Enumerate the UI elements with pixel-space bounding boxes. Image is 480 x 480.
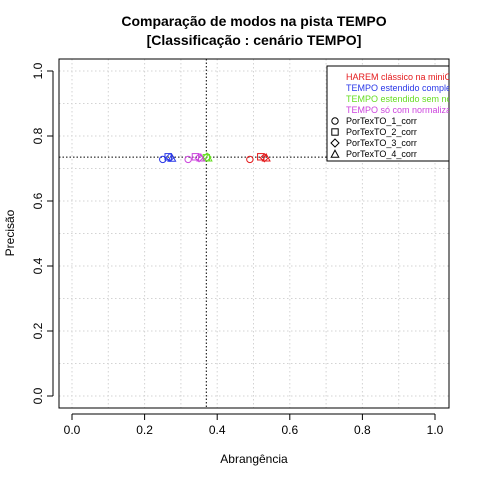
reference-lines bbox=[59, 59, 449, 408]
legend-shape-label: PorTexTO_4_corr bbox=[346, 149, 417, 159]
data-point bbox=[261, 152, 271, 162]
legend-shape-icon bbox=[330, 138, 340, 148]
chart-title-line-1: Comparação de modos na pista TEMPO bbox=[121, 13, 386, 29]
y-axis-label: Precisão bbox=[3, 209, 17, 256]
legend-series-label: TEMPO só com normaliza bbox=[346, 105, 451, 115]
x-tick-label: 0.0 bbox=[64, 423, 81, 437]
data-point bbox=[257, 153, 265, 161]
data-point bbox=[203, 152, 213, 162]
legend-shape-icon bbox=[331, 128, 339, 136]
legend-shape-label: PorTexTO_2_corr bbox=[346, 127, 417, 137]
data-point bbox=[246, 155, 254, 164]
data-point bbox=[191, 153, 200, 161]
y-tick-label: 0.8 bbox=[31, 127, 45, 144]
legend-shape-icon bbox=[330, 149, 340, 158]
x-tick-label: 0.2 bbox=[136, 423, 153, 437]
legend-shape-label: PorTexTO_1_corr bbox=[346, 116, 417, 126]
y-axis: 0.0 0.2 0.4 0.6 0.8 1.0 bbox=[31, 62, 54, 404]
chart-title-line-2: [Classificação : cenário TEMPO] bbox=[147, 32, 362, 48]
x-tick-label: 1.0 bbox=[427, 423, 444, 437]
x-tick-label: 0.6 bbox=[281, 423, 298, 437]
data-point bbox=[184, 155, 192, 164]
grid bbox=[59, 59, 449, 408]
x-axis: 0.0 0.2 0.4 0.6 0.8 1.0 bbox=[64, 413, 444, 437]
legend-shape-label: PorTexTO_3_corr bbox=[346, 138, 417, 148]
data-point bbox=[196, 152, 206, 162]
y-tick-label: 0.2 bbox=[31, 322, 45, 339]
data-point bbox=[167, 153, 177, 162]
x-tick-label: 0.8 bbox=[354, 423, 371, 437]
plot-frame bbox=[58, 58, 450, 409]
data-points bbox=[159, 152, 271, 164]
y-tick-label: 0.0 bbox=[31, 387, 45, 404]
x-tick-label: 0.4 bbox=[209, 423, 226, 437]
legend-box bbox=[326, 65, 450, 162]
legend-series-label: TEMPO estendido comple bbox=[346, 83, 451, 93]
legend-series-label: HAREM clássico na miniC bbox=[346, 72, 452, 82]
legend-series-label: TEMPO estendido sem no bbox=[346, 94, 452, 104]
y-tick-label: 0.6 bbox=[31, 192, 45, 209]
y-tick-label: 0.4 bbox=[31, 257, 45, 274]
x-axis-label: Abrangência bbox=[220, 452, 288, 466]
y-tick-label: 1.0 bbox=[31, 62, 45, 79]
data-point bbox=[159, 155, 167, 164]
legend-shape-icon bbox=[331, 117, 339, 125]
